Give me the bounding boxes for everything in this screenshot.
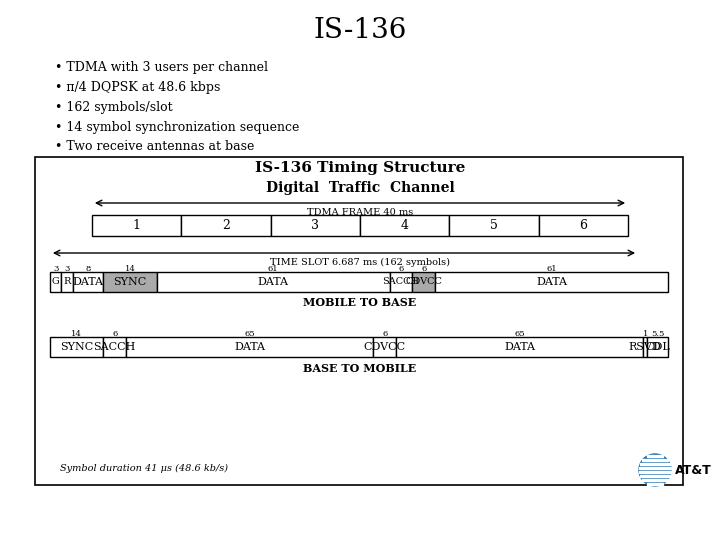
Bar xyxy=(271,215,360,236)
Bar xyxy=(396,337,643,357)
Text: 5.5: 5.5 xyxy=(651,330,665,338)
Text: SYNC: SYNC xyxy=(60,342,94,352)
Text: 61: 61 xyxy=(268,265,279,273)
Text: DATA: DATA xyxy=(258,277,289,287)
Bar xyxy=(360,215,449,236)
Text: BASE TO MOBILE: BASE TO MOBILE xyxy=(303,362,417,374)
Bar xyxy=(639,471,671,473)
Text: 65: 65 xyxy=(514,330,525,338)
Text: 4: 4 xyxy=(400,219,409,232)
Text: SACCH: SACCH xyxy=(94,342,136,352)
Bar xyxy=(73,272,104,292)
Text: 6: 6 xyxy=(580,219,588,232)
Text: • 14 symbol synchronization sequence: • 14 symbol synchronization sequence xyxy=(55,120,300,133)
Bar xyxy=(640,463,670,465)
Text: MOBILE TO BASE: MOBILE TO BASE xyxy=(303,296,417,307)
Text: • 162 symbols/slot: • 162 symbols/slot xyxy=(55,100,173,113)
Text: Symbol duration 41 μs (48.6 kb/s): Symbol duration 41 μs (48.6 kb/s) xyxy=(60,463,228,472)
Bar xyxy=(642,460,667,461)
Text: G: G xyxy=(52,278,60,287)
Bar xyxy=(413,272,436,292)
Text: SACCH: SACCH xyxy=(382,278,420,287)
Text: 6: 6 xyxy=(382,330,387,338)
Text: 3: 3 xyxy=(65,265,70,273)
Bar xyxy=(61,272,73,292)
Bar xyxy=(647,483,663,484)
Bar xyxy=(647,337,668,357)
Bar xyxy=(539,215,628,236)
Text: 1: 1 xyxy=(132,219,140,232)
Bar xyxy=(373,337,396,357)
Text: 61: 61 xyxy=(546,265,557,273)
Bar xyxy=(126,337,373,357)
Text: 1: 1 xyxy=(642,330,648,338)
Bar xyxy=(390,272,413,292)
Bar xyxy=(104,272,157,292)
Bar xyxy=(643,337,647,357)
Text: 14: 14 xyxy=(125,265,135,273)
Text: Digital  Traffic  Channel: Digital Traffic Channel xyxy=(266,181,454,195)
Text: CDL: CDL xyxy=(645,342,670,352)
Bar xyxy=(639,467,671,469)
Text: 14: 14 xyxy=(71,330,82,338)
Text: 5: 5 xyxy=(490,219,498,232)
Text: 6: 6 xyxy=(421,265,426,273)
Text: 8: 8 xyxy=(86,265,91,273)
Bar xyxy=(642,479,667,481)
Bar xyxy=(50,337,103,357)
Bar xyxy=(92,215,181,236)
Bar xyxy=(50,272,61,292)
Text: DATA: DATA xyxy=(73,277,104,287)
Text: RSVD: RSVD xyxy=(629,342,662,352)
Bar xyxy=(157,272,390,292)
Text: SYNC: SYNC xyxy=(114,277,147,287)
Bar xyxy=(449,215,539,236)
Text: • TDMA with 3 users per channel: • TDMA with 3 users per channel xyxy=(55,60,268,73)
Text: DATA: DATA xyxy=(234,342,265,352)
Bar xyxy=(647,455,663,457)
Text: DATA: DATA xyxy=(504,342,535,352)
Text: TIME SLOT 6.687 ms (162 symbols): TIME SLOT 6.687 ms (162 symbols) xyxy=(270,258,450,267)
Bar xyxy=(181,215,271,236)
Text: CDVCC: CDVCC xyxy=(364,342,406,352)
Bar xyxy=(436,272,668,292)
Text: AT&T: AT&T xyxy=(675,463,712,476)
Text: 3: 3 xyxy=(53,265,58,273)
Text: 6: 6 xyxy=(112,330,117,338)
Bar xyxy=(640,475,670,477)
Bar xyxy=(103,337,126,357)
Text: TDMA FRAME 40 ms: TDMA FRAME 40 ms xyxy=(307,208,413,217)
Text: • Two receive antennas at base: • Two receive antennas at base xyxy=(55,140,254,153)
Text: 6: 6 xyxy=(398,265,404,273)
Text: IS-136 Timing Structure: IS-136 Timing Structure xyxy=(255,161,465,175)
Text: IS-136: IS-136 xyxy=(313,17,407,44)
Text: • π/4 DQPSK at 48.6 kbps: • π/4 DQPSK at 48.6 kbps xyxy=(55,80,220,93)
Text: DATA: DATA xyxy=(536,277,567,287)
Bar xyxy=(35,157,683,485)
Circle shape xyxy=(639,454,671,486)
Text: 3: 3 xyxy=(311,219,320,232)
Text: 65: 65 xyxy=(244,330,255,338)
Text: R: R xyxy=(63,278,71,287)
Text: CDVCC: CDVCC xyxy=(405,278,442,287)
Text: 2: 2 xyxy=(222,219,230,232)
